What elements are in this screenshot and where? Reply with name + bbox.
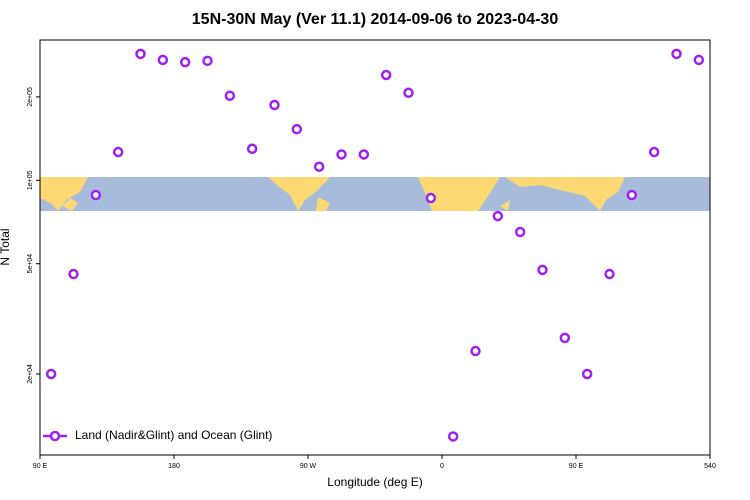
y-axis-label: N Total: [0, 228, 12, 265]
data-point: [425, 192, 437, 204]
x-tick-label: 0: [440, 463, 444, 470]
data-point: [179, 56, 191, 68]
data-point: [246, 143, 258, 155]
data-point: [68, 268, 79, 280]
data-point: [447, 431, 459, 442]
data-point: [90, 189, 102, 201]
data-point: [112, 146, 124, 158]
data-point: [648, 146, 660, 158]
y-tick-label: 1e+05: [27, 170, 34, 190]
data-point: [224, 90, 236, 101]
data-point: [403, 87, 414, 99]
x-tick-label: 90 E: [33, 463, 48, 470]
chart-title: 15N-30N May (Ver 11.1) 2014-09-06 to 202…: [192, 11, 559, 28]
data-point: [626, 189, 638, 201]
data-point: [559, 332, 571, 344]
x-tick-label: 90 E: [569, 463, 584, 470]
data-point: [380, 69, 392, 81]
data-point: [313, 161, 325, 172]
legend-marker: [49, 430, 61, 442]
data-point: [291, 123, 303, 135]
data-point: [269, 99, 280, 111]
data-point: [135, 48, 146, 60]
data-point: [514, 226, 526, 238]
x-tick-label: 90 W: [300, 463, 317, 470]
data-point: [45, 368, 57, 380]
data-point: [492, 210, 504, 222]
world-map-band: [40, 177, 710, 211]
y-tick-label: 5e+04: [27, 254, 34, 274]
data-point: [671, 48, 682, 60]
x-tick-label: 540: [704, 463, 716, 470]
data-point: [470, 345, 481, 357]
y-tick-label: 2e+05: [27, 87, 34, 107]
data-point: [358, 149, 370, 160]
data-point: [581, 368, 593, 380]
data-point: [157, 54, 169, 66]
data-point: [537, 264, 548, 276]
data-point: [202, 55, 213, 67]
legend-label: Land (Nadir&Glint) and Ocean (Glint): [75, 428, 272, 442]
data-point: [604, 268, 615, 280]
x-axis-label: Longitude (deg E): [327, 475, 422, 489]
data-point: [336, 149, 347, 160]
plot-frame: [39, 39, 711, 456]
data-point: [693, 54, 705, 66]
y-tick-label: 2e+04: [27, 364, 34, 384]
x-tick-label: 180: [168, 463, 180, 470]
